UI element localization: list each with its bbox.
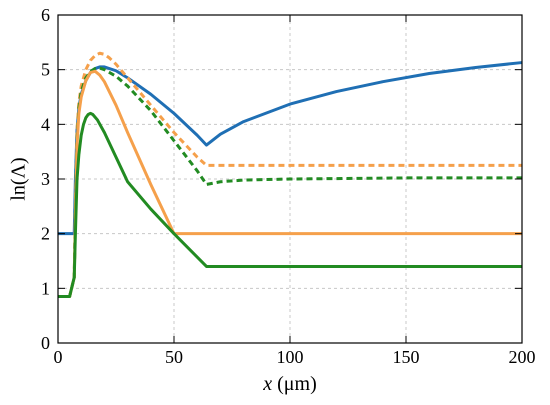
y-tick-label: 4	[41, 114, 50, 134]
x-tick-label: 100	[277, 347, 304, 367]
x-tick-label: 150	[393, 347, 420, 367]
y-tick-label: 1	[41, 278, 50, 298]
x-tick-label: 0	[54, 347, 63, 367]
y-tick-label: 3	[41, 169, 50, 189]
tick-labels: 0 50 100 150 200 0 1 2 3 4 5 6	[41, 5, 536, 367]
series-line-5	[58, 111, 522, 299]
series-layer	[58, 51, 523, 299]
x-tick-label: 200	[509, 347, 536, 367]
y-tick-label: 2	[41, 224, 50, 244]
x-tick-label: 50	[165, 347, 183, 367]
y-tick-label: 6	[41, 5, 50, 25]
x-axis-label: x (μm)	[262, 373, 317, 395]
ticks	[57, 14, 523, 344]
y-tick-label: 5	[41, 60, 50, 80]
y-axis-label: ln(Λ)	[8, 157, 30, 200]
y-tick-label: 0	[41, 333, 50, 353]
